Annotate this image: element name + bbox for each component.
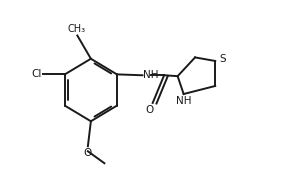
Text: O: O [145,105,153,115]
Text: CH₃: CH₃ [67,24,85,34]
Text: NH: NH [143,70,158,80]
Text: NH: NH [176,96,191,106]
Text: O: O [84,148,92,158]
Text: S: S [220,54,226,64]
Text: Cl: Cl [32,69,42,79]
